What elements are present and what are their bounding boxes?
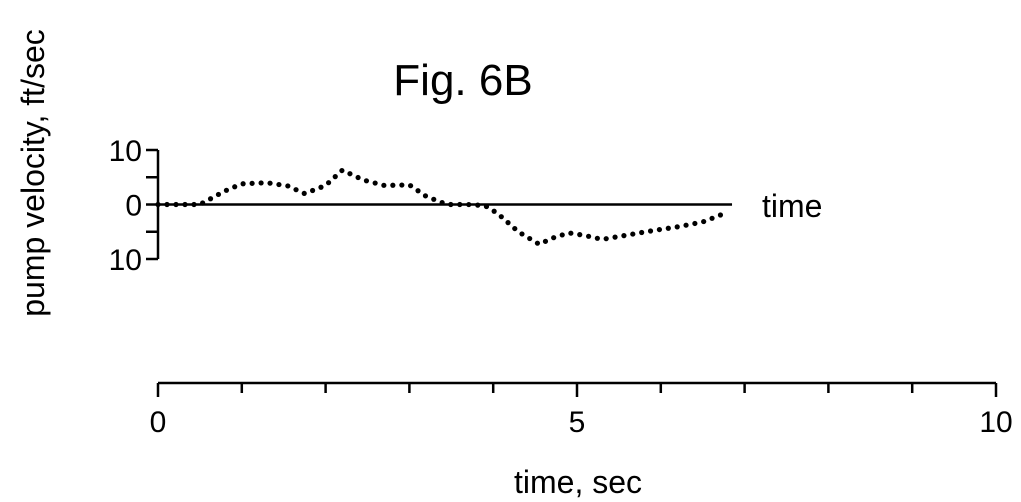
data-point	[499, 214, 504, 219]
data-point	[505, 220, 510, 225]
data-point	[492, 209, 497, 214]
x-tick-label: 5	[569, 406, 586, 439]
data-point	[448, 202, 453, 207]
data-point	[208, 196, 213, 201]
data-point	[339, 168, 344, 173]
data-point	[326, 180, 331, 185]
data-point	[318, 185, 323, 190]
data-point	[408, 183, 413, 188]
data-point	[551, 235, 556, 240]
data-point	[466, 202, 471, 207]
data-point	[241, 181, 246, 186]
data-point	[390, 183, 395, 188]
y-axis: 10 0 10	[109, 135, 158, 277]
data-point	[285, 183, 290, 188]
data-point	[630, 231, 635, 236]
data-point	[191, 202, 196, 207]
data-point	[200, 200, 205, 205]
y-tick-label: 10	[109, 135, 142, 168]
data-point	[364, 178, 369, 183]
data-point	[267, 181, 272, 186]
data-point	[484, 204, 489, 209]
data-point	[249, 181, 254, 186]
data-point	[692, 221, 697, 226]
x-tick-label: 10	[979, 406, 1012, 439]
data-point	[293, 187, 298, 192]
data-point	[431, 197, 436, 202]
data-point	[560, 232, 565, 237]
data-point	[568, 231, 573, 236]
data-point	[683, 223, 688, 228]
data-point	[595, 236, 600, 241]
y-axis-label: pump velocity, ft/sec	[15, 29, 51, 317]
data-point	[709, 216, 714, 221]
data-point	[577, 232, 582, 237]
data-point	[675, 224, 680, 229]
data-point	[543, 239, 548, 244]
x-tick-label: 0	[150, 406, 167, 439]
data-point	[519, 231, 524, 236]
data-point	[355, 175, 360, 180]
data-point	[155, 202, 160, 207]
x-axis: 0 5 10	[150, 383, 1013, 439]
data-point	[527, 236, 532, 241]
y-tick-label: 0	[125, 190, 142, 223]
data-point	[347, 171, 352, 176]
y-tick-label: 10	[109, 244, 142, 277]
data-point	[224, 188, 229, 193]
data-point	[586, 234, 591, 239]
data-point	[173, 202, 178, 207]
x-axis-label: time, sec	[514, 464, 642, 500]
data-series-dots	[155, 168, 723, 246]
data-point	[666, 226, 671, 231]
data-point	[648, 228, 653, 233]
chart-title: Fig. 6B	[393, 56, 532, 105]
data-point	[276, 182, 281, 187]
data-point	[621, 233, 626, 238]
data-point	[639, 230, 644, 235]
data-point	[333, 174, 338, 179]
data-point	[718, 212, 723, 217]
data-point	[310, 188, 315, 193]
data-point	[302, 191, 307, 196]
zero-line-label: time	[762, 188, 822, 224]
data-point	[381, 183, 386, 188]
data-point	[475, 203, 480, 208]
data-point	[512, 226, 517, 231]
data-point	[373, 180, 378, 185]
data-point	[399, 182, 404, 187]
data-point	[535, 241, 540, 246]
data-point	[423, 193, 428, 198]
data-point	[232, 184, 237, 189]
data-point	[415, 188, 420, 193]
data-point	[182, 202, 187, 207]
data-point	[612, 235, 617, 240]
data-point	[701, 219, 706, 224]
data-point	[657, 227, 662, 232]
data-point	[604, 236, 609, 241]
data-point	[216, 192, 221, 197]
data-point	[164, 202, 169, 207]
data-point	[440, 200, 445, 205]
data-point	[457, 202, 462, 207]
data-point	[258, 180, 263, 185]
